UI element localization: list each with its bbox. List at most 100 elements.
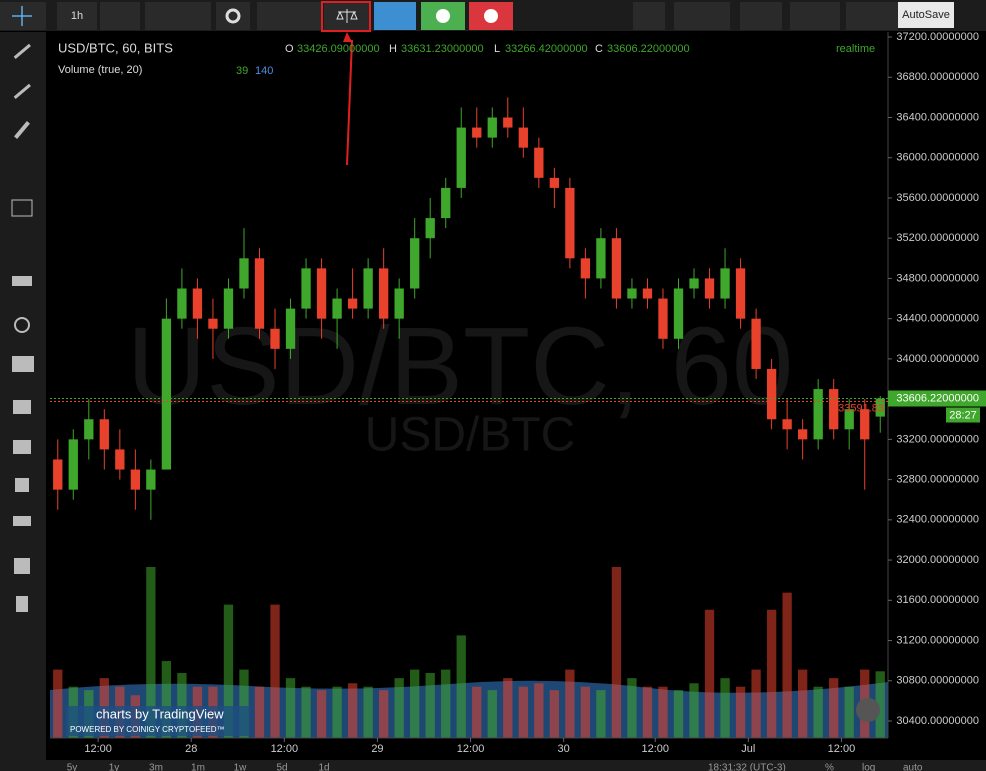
volume-bar xyxy=(580,686,591,738)
brush-tool[interactable] xyxy=(14,121,30,139)
legend-h: H xyxy=(389,43,397,55)
volume-bar xyxy=(285,678,296,738)
candle-body xyxy=(115,449,125,470)
highlight-box xyxy=(321,1,371,32)
range-button[interactable]: 1y xyxy=(109,763,120,771)
line-tool[interactable] xyxy=(13,43,31,59)
range-button[interactable]: 5d xyxy=(276,763,287,771)
chart-style-button[interactable] xyxy=(145,2,211,30)
pattern-tool[interactable] xyxy=(11,199,33,217)
legend-symbol: USD/BTC, 60, BITS xyxy=(58,40,173,55)
save-button[interactable] xyxy=(846,2,898,30)
candle-body xyxy=(68,439,78,490)
y-tick-label: 36000.00000000 xyxy=(896,152,979,164)
auto-toggle[interactable]: auto xyxy=(903,763,923,771)
brand-label: charts by TradingView xyxy=(96,706,224,721)
candle-body xyxy=(84,419,94,440)
last-price-label: 33606.22000000 xyxy=(896,392,979,404)
legend-l-value: 33266.42000000 xyxy=(505,43,588,55)
fib-tool[interactable] xyxy=(13,83,31,99)
volume-value: 39 xyxy=(236,65,248,77)
candle-body xyxy=(130,469,141,490)
zoom-tool[interactable] xyxy=(14,317,30,333)
remove-tools[interactable] xyxy=(14,558,30,574)
legend-c: C xyxy=(595,43,603,55)
volume-legend: Volume (true, 20) xyxy=(58,64,142,76)
candle-body xyxy=(782,419,792,430)
candle-body xyxy=(378,268,389,319)
volume-bar xyxy=(875,671,885,738)
volume-bar xyxy=(487,690,497,738)
range-button[interactable]: 1d xyxy=(318,763,329,771)
range-button[interactable]: 5y xyxy=(67,763,78,771)
range-button[interactable]: 3m xyxy=(149,763,163,771)
plot xyxy=(53,97,885,738)
watermark-sub: USD/BTC xyxy=(365,409,576,462)
volume-bar xyxy=(332,686,342,738)
load-button[interactable] xyxy=(790,2,840,30)
undo-redo-button[interactable] xyxy=(674,2,730,30)
autosave-button[interactable] xyxy=(898,2,954,28)
volume-bar xyxy=(735,686,746,738)
stay-drawing-tool[interactable] xyxy=(13,440,31,454)
candle-body xyxy=(270,328,280,349)
buy-icon xyxy=(436,9,450,23)
volume-bar xyxy=(223,604,234,738)
annotation-arrow xyxy=(346,39,353,166)
scroll-button[interactable] xyxy=(856,698,880,722)
log-toggle[interactable]: log xyxy=(862,763,875,771)
candle-body xyxy=(146,469,156,490)
hide-tool[interactable] xyxy=(13,516,31,526)
volume-bar xyxy=(673,690,684,738)
volume-bar xyxy=(782,592,792,738)
interval-button[interactable] xyxy=(57,2,97,30)
x-tick-label: 12:00 xyxy=(271,743,299,755)
range-button[interactable]: 1w xyxy=(234,763,248,771)
candle-body xyxy=(410,238,420,289)
legend-o: O xyxy=(285,43,294,55)
candle-body xyxy=(332,298,342,319)
menu-button[interactable] xyxy=(100,2,140,30)
trash-tool[interactable] xyxy=(16,596,28,612)
snapshot-button[interactable] xyxy=(740,2,782,30)
candle-body xyxy=(565,187,575,259)
candle-body xyxy=(487,117,497,138)
candle-body xyxy=(472,127,482,138)
fullscreen-button[interactable] xyxy=(633,2,665,30)
indicators-button[interactable] xyxy=(257,2,321,30)
crosshair-icon xyxy=(12,6,32,26)
x-tick-label: 28 xyxy=(185,743,197,755)
volume-bar xyxy=(410,669,420,738)
settings-button[interactable] xyxy=(216,2,250,30)
candle-body xyxy=(704,278,715,299)
volume-bar xyxy=(813,686,823,738)
volume-bar xyxy=(425,673,435,738)
volume-bar xyxy=(658,686,668,738)
volume-bar xyxy=(146,567,156,738)
candle-body xyxy=(301,268,311,309)
scale-icon xyxy=(336,9,358,23)
candle-body xyxy=(875,398,885,417)
candle-body xyxy=(223,288,234,329)
bottom-bar-items: 5y 1y 3m 1m 1w 5d 1d xyxy=(67,763,330,771)
candle-body xyxy=(673,288,684,339)
arrow-tool[interactable] xyxy=(12,276,32,286)
y-tick-label: 34400.00000000 xyxy=(896,313,979,325)
y-tick-label: 35600.00000000 xyxy=(896,192,979,204)
candle-body xyxy=(751,318,761,369)
range-button[interactable]: 1m xyxy=(191,763,205,771)
settings-icon xyxy=(225,8,241,24)
lock-tool[interactable] xyxy=(15,478,29,492)
percent-toggle[interactable]: % xyxy=(825,763,834,771)
candle-body xyxy=(285,308,296,349)
measure-tool[interactable] xyxy=(12,356,34,372)
publish-button[interactable] xyxy=(374,2,416,30)
x-tick-label: 29 xyxy=(371,743,383,755)
magnet-tool[interactable] xyxy=(13,400,31,414)
candle-body xyxy=(829,389,839,430)
candle-body xyxy=(161,318,172,470)
candle-body xyxy=(192,288,203,319)
interval-label: 1h xyxy=(71,10,83,22)
volume-bar xyxy=(627,678,637,738)
powered-label: POWERED BY COINIGY CRYPTOFEED™ xyxy=(70,725,225,734)
